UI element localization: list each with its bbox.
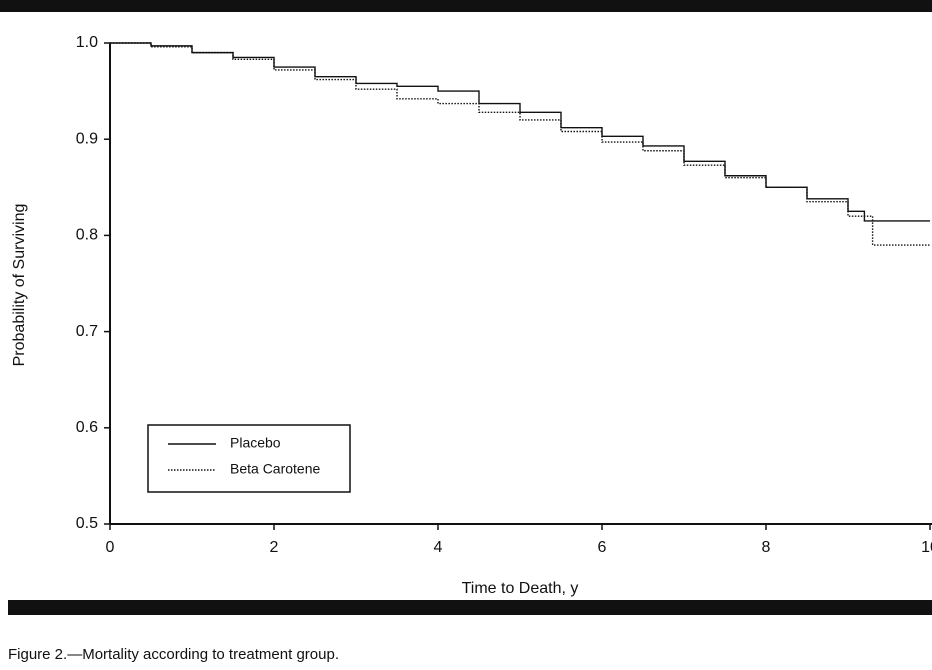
survival-line <box>110 42 930 222</box>
x-tick-label: 10 <box>921 539 932 556</box>
survival-line <box>110 42 930 246</box>
bottom-rule <box>8 600 932 615</box>
y-tick-label: 0.9 <box>76 130 98 147</box>
caption: Figure 2.—Mortality according to treatme… <box>8 646 339 663</box>
x-axis-label: Time to Death, y <box>462 580 579 597</box>
y-tick-label: 1.0 <box>76 34 98 51</box>
y-tick-label: 0.7 <box>76 323 98 340</box>
top-rule <box>0 0 932 12</box>
y-tick-label: 0.5 <box>76 515 98 532</box>
x-tick-label: 2 <box>270 539 279 556</box>
legend-box <box>147 424 351 493</box>
y-axis-label: Probability of Surviving <box>11 204 28 367</box>
x-tick-label: 8 <box>762 539 771 556</box>
x-tick-label: 0 <box>106 539 115 556</box>
y-tick-label: 0.8 <box>76 227 98 244</box>
legend-label: Beta Carotene <box>230 461 320 477</box>
x-tick-label: 6 <box>598 539 607 556</box>
x-tick-label: 4 <box>434 539 443 556</box>
y-tick-label: 0.6 <box>76 419 98 436</box>
legend-label: Placebo <box>230 435 281 451</box>
